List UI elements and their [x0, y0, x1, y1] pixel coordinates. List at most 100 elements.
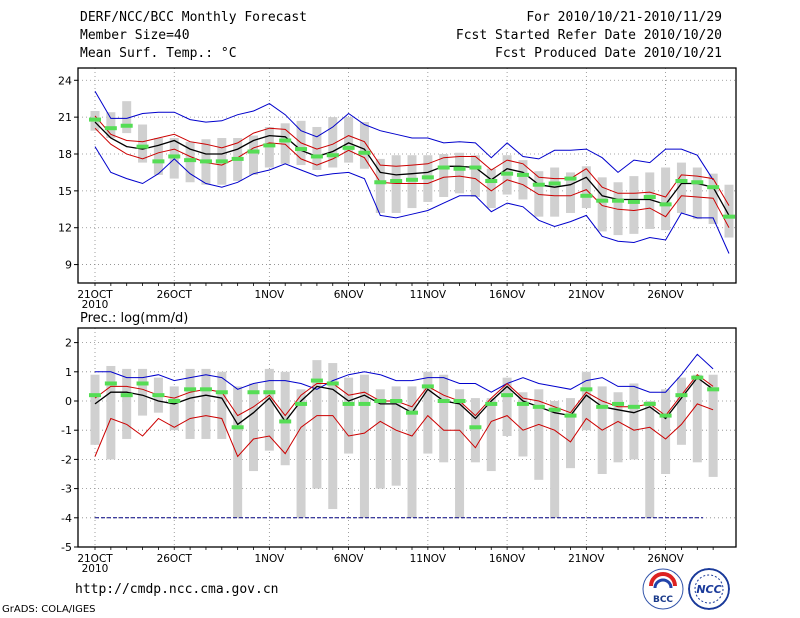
prec-member-mark: [580, 387, 593, 392]
prec-spread-box: [486, 398, 496, 472]
prec-spread-box: [676, 377, 686, 445]
prec-spread-box: [328, 363, 338, 510]
prec-ytick-label: -1: [61, 424, 72, 437]
prec-member-mark: [184, 387, 197, 392]
prec-spread-box: [391, 386, 401, 486]
temp-plus-std-line: [94, 115, 730, 206]
temp-member-mark: [152, 159, 165, 164]
temp-member-mark: [295, 147, 308, 152]
prec-spread-box: [423, 371, 433, 454]
prec-member-mark: [152, 393, 165, 398]
prec-ytick-label: -5: [61, 541, 72, 554]
prec-xtick-label: 11NOV: [410, 553, 447, 565]
prec-spread-box: [201, 368, 211, 439]
temp-spread-box: [280, 123, 290, 164]
prec-member-mark: [215, 390, 228, 395]
temp-xtick-label: 21NOV: [568, 289, 605, 301]
temp-xtick-label: 11NOV: [410, 289, 447, 301]
temp-member-mark: [136, 144, 149, 149]
prec-xtick-label: 1NOV: [254, 553, 285, 565]
temp-ytick-label: 18: [58, 148, 72, 161]
source-url[interactable]: http://cmdp.ncc.cma.gov.cn: [75, 582, 279, 597]
temp-frame: [77, 67, 737, 284]
prec-spread-box: [518, 392, 528, 457]
prec-spread-box: [534, 389, 544, 480]
temp-member-mark: [532, 182, 545, 187]
temp-member-mark: [612, 198, 625, 203]
temp-member-mark: [247, 149, 260, 154]
prec-ytick-label: -4: [61, 512, 72, 525]
member-size: Member Size=40: [80, 28, 190, 43]
prec-spread-box: [359, 374, 369, 518]
temp-member-mark: [453, 166, 466, 171]
temp-spread-box: [597, 177, 607, 232]
prec-member-mark: [342, 401, 355, 406]
prec-spread-box: [439, 374, 449, 463]
chart-title: DERF/NCC/BCC Monthly Forecast: [80, 10, 307, 25]
prec-xtick-label: 16NOV: [489, 553, 526, 565]
temp-spread-box: [613, 182, 623, 236]
temp-member-mark: [675, 179, 688, 184]
prec-spread-box: [312, 360, 322, 489]
temp-spread-box: [692, 167, 702, 220]
temp-member-mark: [374, 180, 387, 185]
prec-member-mark: [279, 419, 292, 424]
prec-spread-box: [629, 383, 639, 460]
prec-member-mark: [247, 390, 260, 395]
prec-spread-box: [550, 401, 560, 518]
temp-member-mark: [279, 138, 292, 143]
prec-xtick-label: 6NOV: [334, 553, 365, 565]
prec-spread-box: [296, 389, 306, 518]
temp-member-mark: [707, 185, 720, 190]
prec-ytick-label: 2: [65, 337, 72, 350]
forecast-range: For 2010/10/21-2010/11/29: [526, 10, 722, 25]
temp-member-mark: [342, 145, 355, 150]
prec-frame: [77, 327, 737, 548]
temp-ytick-label: 21: [58, 111, 72, 124]
temp-member-mark: [406, 177, 418, 182]
temp-member-mark: [643, 195, 656, 199]
prec-member-mark: [326, 381, 339, 386]
prec-member-mark: [437, 399, 450, 403]
temp-spread-box: [344, 117, 354, 163]
prec-xtick-label: 21NOV: [568, 553, 605, 565]
prec-spread-box: [455, 389, 465, 518]
temp-member-mark: [199, 159, 212, 164]
grads-credit: GrADS: COLA/IGES: [2, 604, 96, 615]
temp-member-mark: [104, 126, 117, 131]
temp-member-mark: [89, 117, 101, 122]
prec-member-mark: [564, 413, 577, 418]
temp-member-mark: [548, 181, 561, 186]
temp-member-mark: [659, 202, 672, 207]
prec-ytick-label: 1: [65, 366, 72, 379]
temp-spread-box: [550, 167, 560, 217]
prec-member-mark: [532, 404, 545, 409]
variable-label: Mean Surf. Temp.: °C: [80, 46, 237, 61]
prec-member-mark: [104, 381, 117, 386]
prec-member-mark: [675, 393, 688, 398]
temp-spread-box: [312, 126, 322, 170]
prec-spread-box: [249, 383, 258, 472]
temp-spread-box: [676, 162, 686, 213]
prec-member-mark: [501, 393, 514, 398]
temp-max-line: [94, 91, 714, 181]
prec-member-mark: [374, 399, 387, 403]
temp-xtick-label: 26OCT: [157, 289, 193, 301]
temp-spread-box: [122, 101, 132, 134]
prec-spread-box: [502, 377, 512, 437]
prec-spread-box: [233, 386, 243, 518]
prec-member-mark: [89, 393, 101, 398]
prec-spread-box: [581, 371, 591, 431]
prec-spread-box: [185, 368, 195, 439]
temp-spread-box: [661, 167, 671, 231]
temp-year-label: 2010: [82, 299, 109, 311]
temp-spread-box: [566, 172, 575, 213]
prec-member-mark: [120, 393, 133, 398]
temp-member-mark: [485, 179, 498, 184]
temp-member-mark: [580, 193, 593, 198]
prec-spread-box: [692, 374, 702, 463]
temp-member-mark: [215, 159, 228, 164]
prec-xtick-label: 26NOV: [647, 553, 684, 565]
prec-xtick-label: 21OCT: [77, 553, 113, 565]
temp-member-mark: [168, 154, 181, 159]
